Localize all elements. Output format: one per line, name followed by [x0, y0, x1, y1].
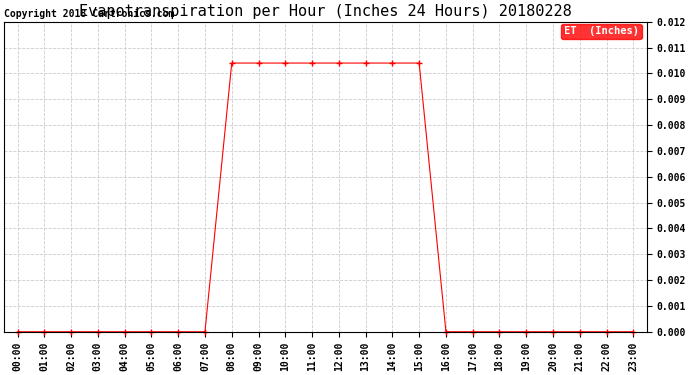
Text: Copyright 2018 Cartronics.com: Copyright 2018 Cartronics.com	[4, 9, 175, 19]
Title: Evapotranspiration per Hour (Inches 24 Hours) 20180228: Evapotranspiration per Hour (Inches 24 H…	[79, 4, 572, 19]
Legend: ET  (Inches): ET (Inches)	[562, 24, 642, 39]
